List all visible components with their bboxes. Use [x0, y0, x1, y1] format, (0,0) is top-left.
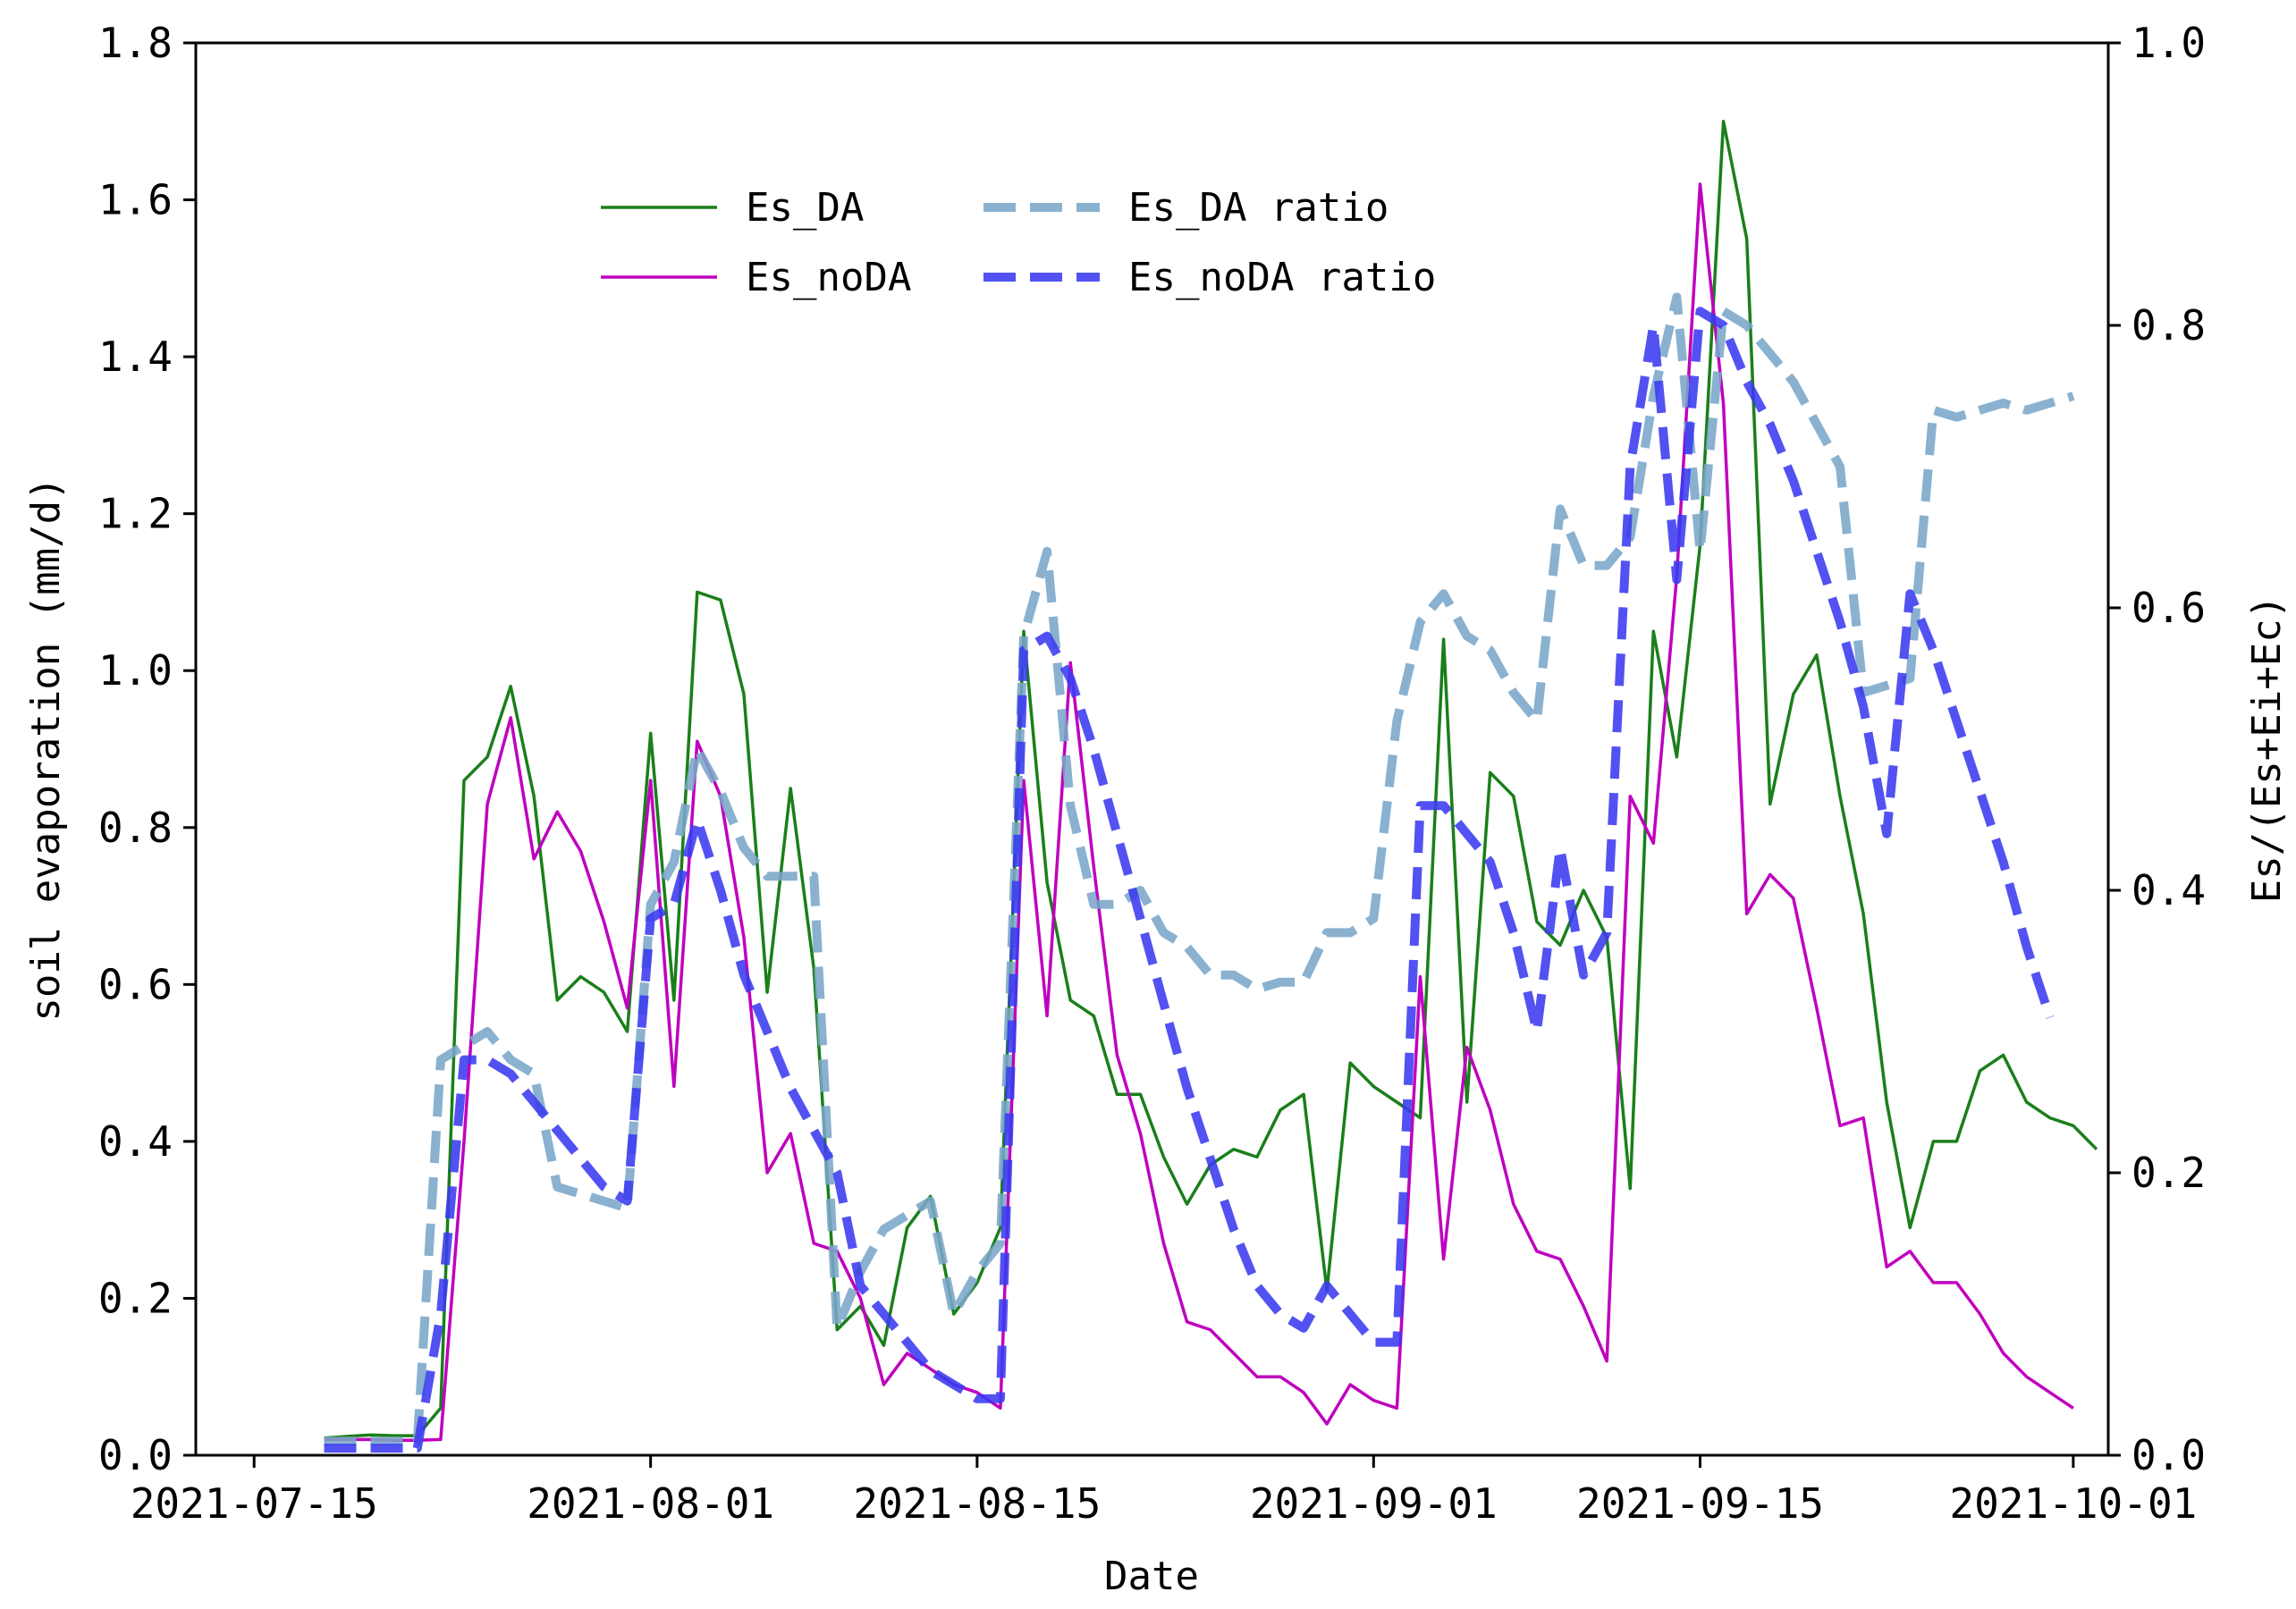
y-right-tick-label: 0.2: [2131, 1149, 2206, 1197]
legend-label-es-da-ratio: Es_DA ratio: [1128, 185, 1389, 231]
x-tick-label: 2021-07-15: [131, 1479, 378, 1528]
y-axis-left: 0.0 0.2 0.4 0.6 0.8 1.0 1.2 1.4 1.6 1.8: [98, 19, 196, 1479]
y-tick-label: 0.2: [98, 1274, 173, 1322]
x-tick-label: 2021-09-15: [1576, 1479, 1824, 1528]
y-tick-label: 1.8: [98, 19, 173, 67]
y-tick-label: 1.6: [98, 176, 173, 224]
x-tick-label: 2021-08-15: [853, 1479, 1101, 1528]
x-axis: 2021-07-15 2021-08-01 2021-08-15 2021-09-01…: [131, 1455, 2197, 1528]
series-line-es-noda: [324, 182, 2074, 1443]
legend: Es_DA Es_noDA Es_DA ratio Es_noDA ratio: [601, 185, 1436, 300]
y-axis-right-label: Es/(Es+Ei+Ec): [2244, 595, 2290, 903]
x-tick-label: 2021-08-01: [527, 1479, 774, 1528]
y-tick-label: 1.4: [98, 333, 173, 381]
series-line-es-da-ratio: [324, 292, 2075, 1446]
x-tick-label: 2021-10-01: [1949, 1479, 2197, 1528]
x-tick-label: 2021-09-01: [1250, 1479, 1498, 1528]
y-tick-label: 0.4: [98, 1117, 173, 1166]
y-tick-label: 0.8: [98, 804, 173, 852]
series-line-es-noda-ratio: [324, 307, 2055, 1453]
y-tick-label: 0.0: [98, 1431, 173, 1479]
y-right-tick-label: 0.0: [2131, 1431, 2206, 1479]
y-tick-label: 1.2: [98, 490, 173, 538]
legend-label-es-da: Es_DA: [746, 185, 864, 231]
y-axis-label: soil evaporation (mm/d): [23, 476, 69, 1021]
y-right-tick-label: 0.4: [2131, 866, 2206, 914]
y-axis-right: 0.0 0.2 0.4 0.6 0.8 1.0: [2108, 19, 2206, 1479]
x-axis-label: Date: [1104, 1554, 1199, 1599]
y-right-tick-label: 0.6: [2131, 584, 2206, 632]
series-layer: [324, 120, 2098, 1453]
y-right-tick-label: 1.0: [2131, 19, 2206, 67]
y-tick-label: 1.0: [98, 646, 173, 695]
y-tick-label: 0.6: [98, 960, 173, 1008]
plot-frame: [194, 41, 2110, 1457]
legend-label-es-noda-ratio: Es_noDA ratio: [1128, 255, 1436, 300]
legend-label-es-noda: Es_noDA: [746, 255, 911, 300]
y-right-tick-label: 0.8: [2131, 301, 2206, 350]
